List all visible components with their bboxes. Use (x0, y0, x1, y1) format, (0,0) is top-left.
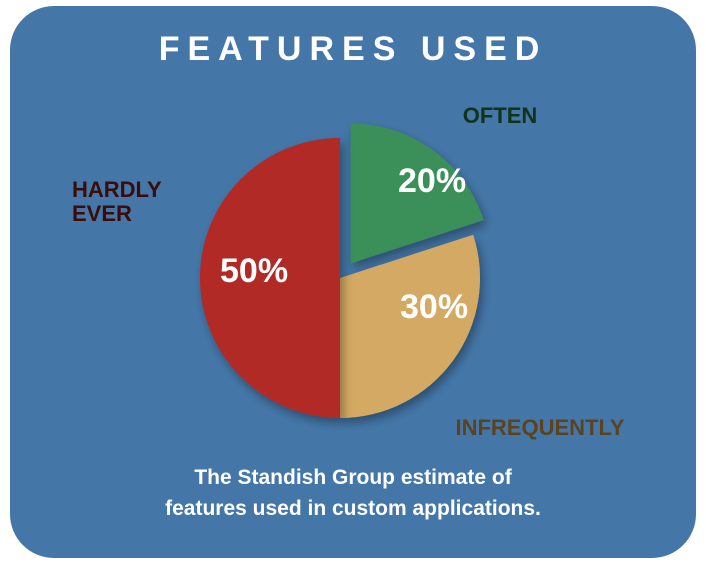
category-label-hardly-ever: HARDLYEVER (72, 178, 212, 226)
value-label-often: 20% (398, 162, 466, 201)
category-label-infrequently: INFREQUENTLY (420, 416, 660, 440)
chart-caption: The Standish Group estimate of features … (10, 463, 696, 524)
value-label-infrequently: 30% (400, 288, 468, 327)
category-label-often: OFTEN (430, 104, 570, 128)
value-label-hardly-ever: 50% (220, 252, 288, 291)
caption-line-2: features used in custom applications. (165, 497, 541, 520)
chart-card: FEATURES USED 20% 30% 50% OFTEN INFREQUE… (10, 6, 696, 558)
caption-line-1: The Standish Group estimate of (194, 466, 511, 489)
